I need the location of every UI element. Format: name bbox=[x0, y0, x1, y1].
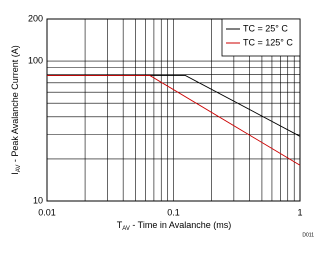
y-tick-label: 10 bbox=[33, 195, 43, 205]
legend-label: TC = 125° C bbox=[243, 37, 293, 47]
y-label-subscript: AV bbox=[16, 165, 22, 173]
x-label-text: - Time in Avalanche (ms) bbox=[130, 220, 231, 230]
figure-id: D011 bbox=[302, 232, 314, 238]
legend-box bbox=[221, 18, 301, 57]
y-axis-label: IAV - Peak Avalanche Current (A) bbox=[10, 45, 21, 174]
x-axis-label: TAV - Time in Avalanche (ms) bbox=[117, 220, 231, 231]
y-tick-label: 100 bbox=[28, 55, 43, 65]
y-tick-label: 200 bbox=[28, 13, 43, 23]
x-tick-label: 0.1 bbox=[167, 207, 180, 217]
x-label-subscript: AV bbox=[122, 226, 130, 232]
x-label-symbol: T bbox=[117, 220, 123, 230]
legend-label: TC = 25° C bbox=[243, 23, 288, 33]
y-label-symbol: I bbox=[10, 172, 20, 175]
series-line bbox=[47, 74, 301, 166]
x-tick-label: 1 bbox=[297, 207, 302, 217]
y-label-text: - Peak Avalanche Current (A) bbox=[10, 45, 20, 164]
x-tick-label: 0.01 bbox=[38, 207, 56, 217]
